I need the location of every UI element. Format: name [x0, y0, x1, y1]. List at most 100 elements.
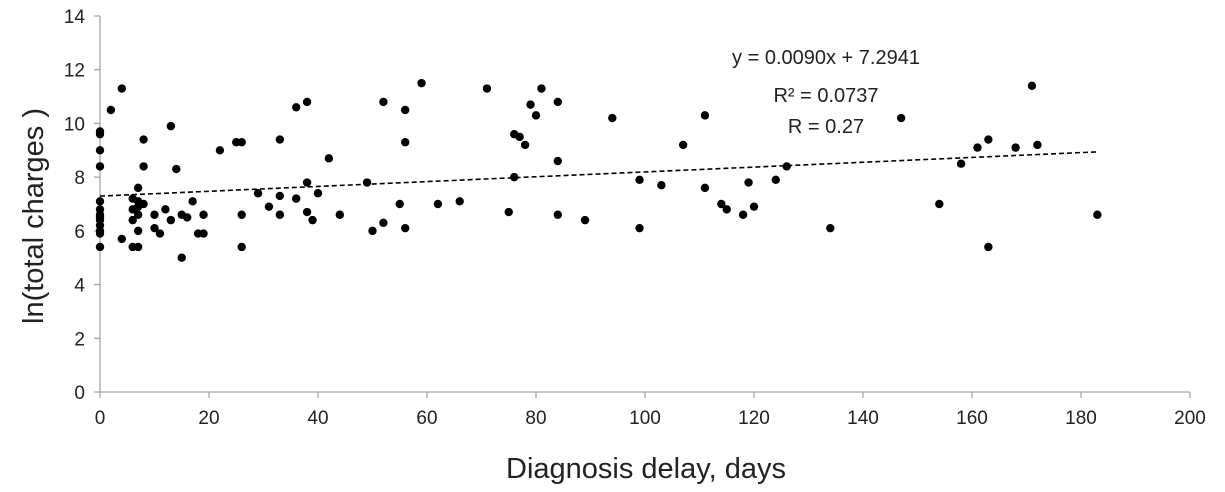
data-point: [139, 162, 148, 171]
x-axis-title: Diagnosis delay, days: [506, 453, 786, 485]
data-point: [215, 146, 225, 155]
y-tick-label: 4: [74, 276, 85, 297]
data-point: [188, 197, 197, 206]
x-tick-label: 80: [525, 408, 546, 429]
x-tick-label: 120: [738, 408, 770, 429]
data-point: [335, 210, 344, 219]
data-point: [482, 84, 492, 93]
x-tick-label: 60: [416, 408, 437, 429]
data-point: [1093, 210, 1102, 219]
data-point: [722, 205, 731, 214]
r-value-label: R = 0.27: [788, 116, 864, 138]
x-tick-label: 180: [1065, 408, 1097, 429]
data-point: [199, 229, 208, 238]
data-point: [292, 194, 301, 203]
data-point: [580, 215, 590, 225]
data-point: [526, 100, 535, 109]
x-tick-label: 200: [1174, 408, 1206, 429]
data-point: [139, 199, 148, 209]
data-point: [183, 213, 192, 222]
x-tick-label: 160: [956, 408, 988, 429]
data-point: [401, 138, 410, 147]
y-axis-ticks: 0 2 4 6 8 10 12 14: [64, 7, 100, 404]
data-point: [313, 189, 323, 198]
data-point: [455, 197, 464, 206]
data-point: [368, 226, 377, 236]
data-point: [95, 242, 105, 252]
data-point: [504, 207, 513, 217]
data-point: [635, 175, 644, 185]
data-point: [896, 113, 906, 123]
regression-equation: y = 0.0090x + 7.2941: [732, 47, 920, 69]
data-point: [379, 97, 388, 107]
data-point: [133, 242, 143, 252]
data-point: [956, 159, 966, 168]
data-point: [700, 183, 710, 193]
data-point: [237, 138, 246, 147]
y-tick-label: 2: [74, 329, 85, 350]
data-point: [417, 78, 426, 88]
data-point: [264, 202, 274, 211]
data-point: [95, 229, 105, 238]
data-point: [515, 132, 524, 142]
data-point: [128, 215, 137, 225]
data-point: [744, 178, 753, 187]
data-point: [379, 218, 388, 227]
data-point: [253, 189, 263, 198]
data-point: [362, 178, 372, 187]
x-axis-ticks: 0 20 40 60 80 100 120 140 160 180 200: [95, 392, 1206, 429]
data-point: [117, 234, 127, 244]
data-point: [166, 121, 176, 131]
data-point: [771, 175, 780, 185]
data-point: [678, 140, 688, 150]
data-point: [117, 84, 127, 93]
data-point: [433, 199, 443, 209]
data-point: [177, 253, 186, 262]
data-point: [95, 162, 105, 171]
x-tick-label: 0: [95, 408, 106, 429]
data-point: [826, 223, 835, 233]
data-point: [700, 111, 710, 120]
data-point: [717, 199, 726, 209]
y-tick-label: 14: [64, 7, 86, 28]
data-point: [275, 191, 285, 201]
data-point: [106, 105, 116, 115]
data-point: [150, 223, 159, 233]
data-point: [139, 135, 148, 144]
data-point: [199, 210, 208, 219]
data-point: [133, 210, 143, 219]
data-point: [984, 135, 993, 144]
data-point: [395, 199, 404, 209]
data-point: [553, 97, 562, 107]
data-point: [553, 210, 562, 219]
data-point: [635, 223, 644, 233]
data-point: [324, 154, 334, 163]
data-point: [161, 205, 170, 214]
data-point: [537, 84, 546, 93]
x-tick-label: 40: [307, 408, 328, 429]
data-point: [738, 210, 748, 219]
data-points: [95, 78, 1102, 262]
data-point: [95, 129, 105, 139]
data-point: [749, 202, 759, 211]
data-point: [308, 215, 317, 225]
x-tick-label: 20: [198, 408, 219, 429]
data-point: [608, 113, 617, 123]
data-point: [657, 181, 666, 190]
data-point: [935, 199, 944, 209]
data-point: [237, 210, 246, 219]
data-point: [782, 162, 791, 171]
data-point: [401, 105, 410, 115]
r-squared-label: R² = 0.0737: [773, 85, 878, 107]
data-point: [166, 215, 176, 225]
data-point: [302, 97, 312, 107]
data-point: [1011, 143, 1020, 152]
data-point: [973, 143, 982, 152]
y-tick-label: 8: [74, 168, 85, 189]
data-point: [984, 242, 993, 252]
x-tick-label: 100: [629, 408, 661, 429]
data-point: [133, 226, 143, 236]
data-point: [292, 103, 301, 112]
data-point: [95, 146, 105, 155]
trendline: [99, 151, 1098, 197]
